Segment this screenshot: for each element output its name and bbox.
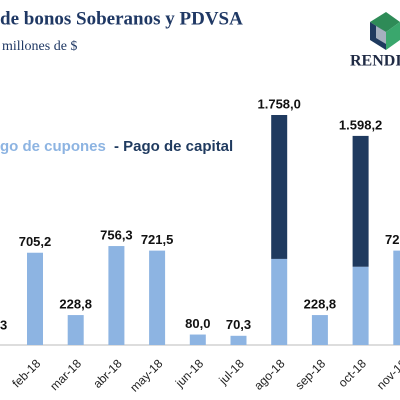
x-tick-label: may-18: [127, 356, 165, 394]
logo-text: RENDIVA: [350, 53, 400, 70]
bar-segment: [271, 258, 288, 345]
total-label: 1.758,0: [258, 96, 301, 111]
bar-segment: [149, 250, 166, 345]
x-tick-label: ago-18: [251, 356, 288, 393]
total-label: 1.598,2: [339, 117, 382, 132]
chart-subtitle: millones de $: [2, 39, 77, 54]
x-tick-label: mar-18: [47, 356, 84, 393]
legend-label: go de cupones: [0, 138, 106, 155]
annotation: 3: [0, 317, 7, 332]
bar-segment: [393, 250, 400, 345]
bar-segment: [230, 335, 247, 345]
bar-segment: [108, 246, 125, 345]
total-label: 80,0: [185, 316, 210, 331]
x-tick-label: abr-18: [90, 356, 125, 391]
chart-title: de bonos Soberanos y PDVSA: [0, 8, 243, 29]
x-tick-label: sep-18: [292, 356, 328, 392]
bar-segment: [67, 315, 84, 345]
total-label: 721,5: [141, 232, 174, 247]
total-label: 756,3: [100, 227, 133, 242]
x-tick-label: jun-18: [172, 356, 206, 390]
bar-segment: [27, 252, 43, 345]
bar-segment: [352, 266, 369, 345]
x-tick-label: nov-18: [374, 356, 400, 392]
bar-segment: [189, 334, 206, 345]
bar-segment: [311, 315, 328, 345]
x-tick-label: feb-18: [9, 356, 43, 390]
legend-label: - Pago de capital: [114, 138, 233, 155]
total-label: 721,5: [385, 232, 400, 247]
total-label: 228,8: [59, 297, 92, 312]
logo-icon: [370, 12, 400, 50]
x-tick-label: jul-18: [215, 356, 247, 388]
total-label: 705,2: [19, 234, 52, 249]
total-label: 70,3: [226, 317, 251, 332]
bar-segment: [352, 135, 369, 267]
x-tick-label: oct-18: [335, 356, 369, 390]
bar-segment: [271, 114, 288, 259]
total-label: 228,8: [304, 297, 337, 312]
